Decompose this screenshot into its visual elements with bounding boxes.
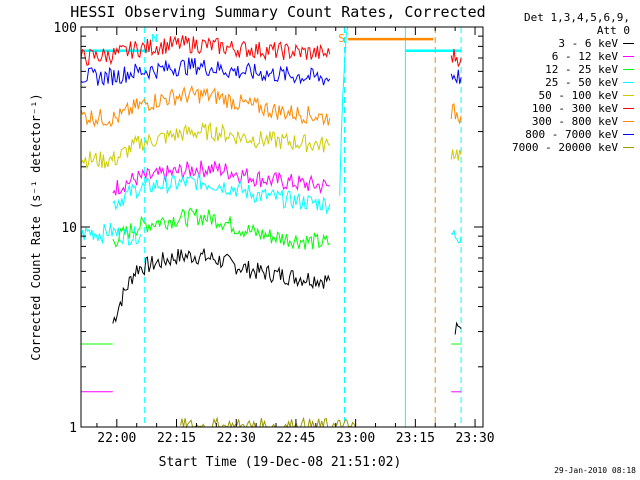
footer-timestamp: 29-Jan-2010 08:18 [554,466,636,475]
y-axis-label: Corrected Count Rate (s⁻¹ detector⁻¹) [29,93,43,360]
x-tick-label-6: 23:30 [455,431,494,446]
y-axis-ticks: 1 10 100 [54,21,483,436]
legend-entry-5: 100 - 300 keV [476,102,636,115]
x-tick-label-0: 22:00 [97,431,136,446]
legend: Det 1,3,4,5,6,9, Att 0 3 - 6 keV 6 - 12 k… [476,11,636,154]
x-tick-label-5: 23:15 [396,431,435,446]
legend-entry-3: 25 - 50 keV [476,76,636,89]
legend-label-4: 50 - 100 keV [538,89,618,102]
series-0-segment-0 [112,248,331,324]
legend-swatch-3 [623,82,634,83]
legend-entry-8: 7000 - 20000 keV [476,141,636,154]
vertical-markers [144,27,462,427]
legend-label-0: 3 - 6 keV [558,37,618,50]
flag-N: N [151,32,158,45]
x-axis-ticks: 22:00 22:15 22:30 22:45 23:00 23:15 23:30 [96,27,495,446]
series-4-segment-1 [450,149,462,161]
x-axis-label: Start Time (19-Dec-08 21:51:02) [159,455,402,470]
flag-S: S [338,32,345,45]
y-tick-label-0: 1 [69,421,77,436]
series-6-segment-0 [80,84,331,128]
legend-detectors: Det 1,3,4,5,6,9, [524,11,630,24]
chart-title: HESSI Observing Summary Count Rates, Cor… [70,3,485,21]
legend-entry-6: 300 - 800 keV [476,115,636,128]
series-3-segment-1 [112,173,331,215]
y-tick-label-2: 100 [54,21,77,36]
legend-attenuator: Att 0 [596,24,630,37]
legend-label-6: 300 - 800 keV [531,115,618,128]
series-7-segment-0 [80,57,331,87]
series-0-segment-1 [454,321,462,335]
legend-entry-4: 50 - 100 keV [476,89,636,102]
legend-label-7: 800 - 7000 keV [525,128,618,141]
series-3-segment-5 [450,229,462,244]
series-4-segment-0 [80,121,331,170]
series-5-segment-1 [450,49,462,68]
legend-swatch-4 [623,95,634,96]
series-3-segment-3 [339,26,349,196]
legend-swatch-8 [623,147,634,148]
x-tick-label-2: 22:30 [217,431,256,446]
series-2-segment-1 [112,207,331,250]
series-5-segment-0 [80,35,331,66]
x-tick-label-1: 22:15 [157,431,196,446]
legend-label-2: 12 - 25 keV [545,63,618,76]
legend-label-1: 6 - 12 keV [551,50,618,63]
legend-swatch-6 [623,121,634,122]
legend-entry-7: 800 - 7000 keV [476,128,636,141]
legend-swatch-2 [623,69,634,70]
legend-swatch-5 [623,108,634,109]
y-tick-label-1: 10 [61,221,77,236]
legend-label-3: 25 - 50 keV [545,76,618,89]
legend-entries: 3 - 6 keV 6 - 12 keV 12 - 25 keV 25 - 50 ke… [476,37,636,154]
legend-entry-1: 6 - 12 keV [476,50,636,63]
series-1-segment-1 [112,160,330,196]
x-tick-label-3: 22:45 [276,431,315,446]
series-7-segment-1 [450,69,462,85]
legend-label-5: 100 - 300 keV [531,102,618,115]
series-3-segment-0 [80,222,142,246]
series-6-segment-2 [450,102,462,125]
legend-label-8: 7000 - 20000 keV [512,141,618,154]
legend-swatch-1 [623,56,634,57]
legend-entry-2: 12 - 25 keV [476,63,636,76]
legend-swatch-7 [623,134,634,135]
legend-swatch-0 [623,43,634,44]
legend-entry-0: 3 - 6 keV [476,37,636,50]
x-tick-label-4: 23:00 [336,431,375,446]
